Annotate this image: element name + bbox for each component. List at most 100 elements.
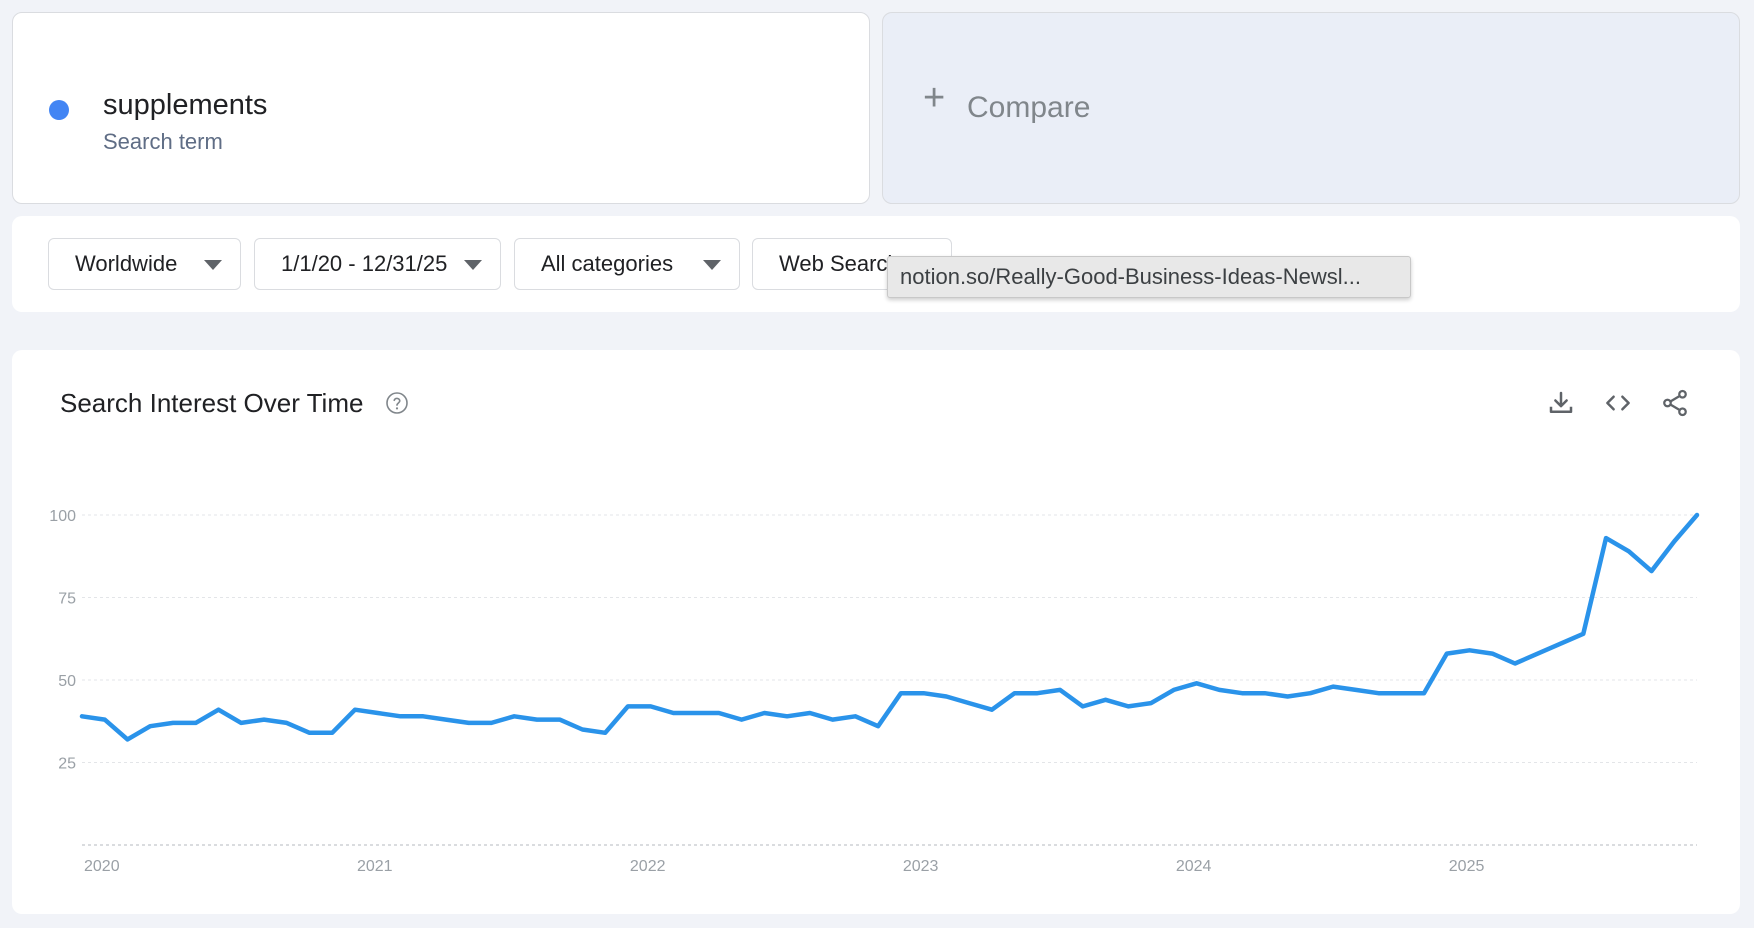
y-tick-label: 100 bbox=[49, 508, 76, 525]
data-point bbox=[1399, 691, 1403, 695]
data-point bbox=[421, 714, 425, 718]
data-point bbox=[626, 704, 630, 708]
data-point bbox=[1240, 691, 1244, 695]
data-point bbox=[1445, 652, 1449, 656]
data-point bbox=[1422, 691, 1426, 695]
data-point bbox=[1035, 691, 1039, 695]
data-point bbox=[1650, 569, 1654, 573]
data-point bbox=[899, 691, 903, 695]
embed-code-icon[interactable] bbox=[1603, 388, 1633, 418]
series-line-supplements bbox=[79, 512, 1700, 742]
filter-bar: Worldwide 1/1/20 - 12/31/25 All categori… bbox=[12, 216, 1740, 312]
data-point bbox=[694, 711, 698, 715]
search-term-card[interactable]: supplements Search term bbox=[12, 12, 870, 204]
data-point bbox=[216, 708, 220, 712]
data-point bbox=[103, 718, 107, 722]
data-point bbox=[1490, 652, 1494, 656]
data-point bbox=[990, 708, 994, 712]
category-value: All categories bbox=[541, 251, 674, 276]
data-point bbox=[307, 731, 311, 735]
search-term-type: Search term bbox=[103, 129, 223, 154]
help-circle-icon[interactable] bbox=[385, 391, 409, 415]
data-point bbox=[558, 718, 562, 722]
data-point bbox=[785, 714, 789, 718]
data-point bbox=[1126, 704, 1130, 708]
data-point bbox=[1627, 549, 1631, 553]
plus-icon: + bbox=[923, 77, 946, 119]
data-point bbox=[1513, 662, 1517, 666]
data-point bbox=[1058, 688, 1062, 692]
data-point bbox=[1013, 691, 1017, 695]
data-point bbox=[1354, 688, 1358, 692]
region-dropdown[interactable]: Worldwide bbox=[48, 238, 241, 290]
data-point bbox=[831, 718, 835, 722]
date-range-value: 1/1/20 - 12/31/25 bbox=[281, 251, 448, 276]
data-point bbox=[1286, 695, 1290, 699]
data-point bbox=[535, 718, 539, 722]
compare-label: Compare bbox=[967, 91, 1091, 124]
chevron-down-icon bbox=[464, 260, 482, 270]
x-tick-label: 2023 bbox=[903, 858, 939, 875]
data-point bbox=[444, 718, 448, 722]
data-point bbox=[603, 731, 607, 735]
data-point bbox=[876, 724, 880, 728]
data-point bbox=[1695, 513, 1699, 517]
x-tick-label: 2024 bbox=[1176, 858, 1212, 875]
data-point bbox=[330, 731, 334, 735]
data-point bbox=[1331, 685, 1335, 689]
data-point bbox=[762, 711, 766, 715]
data-point bbox=[671, 711, 675, 715]
line-chart: 25 50 75 100 2020 2021 2022 2023 2024 2025 bbox=[49, 508, 1700, 875]
y-tick-label: 50 bbox=[58, 673, 76, 690]
data-point bbox=[1217, 688, 1221, 692]
data-point bbox=[1195, 681, 1199, 685]
data-point bbox=[376, 711, 380, 715]
data-point bbox=[580, 728, 584, 732]
data-point bbox=[944, 695, 948, 699]
data-point bbox=[1172, 688, 1176, 692]
data-point bbox=[239, 721, 243, 725]
data-point bbox=[171, 721, 175, 725]
data-point bbox=[148, 724, 152, 728]
data-point bbox=[922, 691, 926, 695]
data-point bbox=[1377, 691, 1381, 695]
data-point bbox=[194, 721, 198, 725]
data-point bbox=[1672, 539, 1676, 543]
y-tick-label: 25 bbox=[58, 756, 76, 773]
download-icon[interactable] bbox=[1546, 388, 1576, 418]
search-term-name[interactable]: supplements bbox=[103, 89, 268, 121]
data-point bbox=[489, 721, 493, 725]
data-point bbox=[125, 737, 129, 741]
series-color-dot bbox=[49, 100, 69, 120]
data-point bbox=[717, 711, 721, 715]
data-point bbox=[853, 714, 857, 718]
data-point bbox=[1263, 691, 1267, 695]
data-point bbox=[1604, 536, 1608, 540]
x-tick-label: 2022 bbox=[630, 858, 666, 875]
data-point bbox=[1468, 648, 1472, 652]
data-point bbox=[1308, 691, 1312, 695]
chart-title: Search Interest Over Time bbox=[60, 388, 364, 418]
data-point bbox=[80, 714, 84, 718]
y-tick-label: 75 bbox=[58, 591, 76, 608]
data-point bbox=[262, 718, 266, 722]
compare-button[interactable]: + Compare bbox=[882, 12, 1740, 204]
x-tick-label: 2020 bbox=[84, 858, 120, 875]
data-point bbox=[398, 714, 402, 718]
link-tooltip: notion.so/Really-Good-Business-Ideas-New… bbox=[887, 256, 1411, 298]
share-icon[interactable] bbox=[1660, 388, 1690, 418]
category-dropdown[interactable]: All categories bbox=[514, 238, 740, 290]
chevron-down-icon bbox=[703, 260, 721, 270]
data-point bbox=[353, 708, 357, 712]
interest-over-time-card: 25 50 75 100 2020 2021 2022 2023 2024 2025 Search… bbox=[12, 350, 1740, 914]
search-type-value: Web Search bbox=[779, 251, 900, 276]
data-point bbox=[1104, 698, 1108, 702]
data-point bbox=[1149, 701, 1153, 705]
data-point bbox=[467, 721, 471, 725]
date-range-dropdown[interactable]: 1/1/20 - 12/31/25 bbox=[254, 238, 501, 290]
data-point bbox=[512, 714, 516, 718]
data-point bbox=[1581, 632, 1585, 636]
data-point bbox=[1536, 652, 1540, 656]
data-point bbox=[808, 711, 812, 715]
data-point bbox=[1559, 642, 1563, 646]
